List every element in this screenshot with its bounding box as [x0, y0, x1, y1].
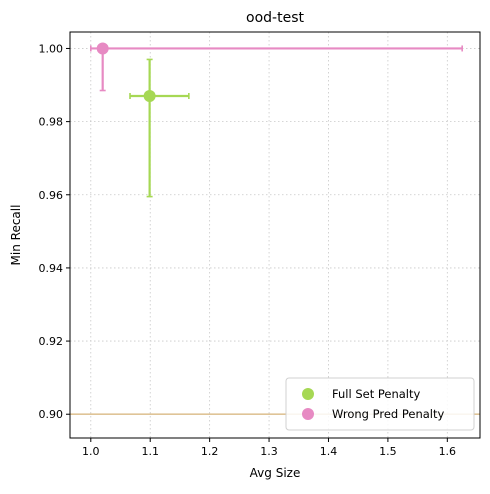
data-marks [89, 42, 463, 198]
x-tick-label: 1.3 [260, 445, 278, 458]
chart-title: ood-test [246, 10, 304, 26]
legend-marker [302, 408, 314, 420]
legend: Full Set Penalty Wrong Pred Penalty [285, 377, 475, 431]
plot-frame [69, 31, 481, 439]
x-tick-label: 1.6 [439, 445, 457, 458]
data-point [143, 90, 156, 103]
y-axis-label: Min Recall [9, 205, 23, 266]
x-tick-label: 1.0 [82, 445, 100, 458]
x-axis-label: Avg Size [250, 466, 301, 480]
x-tick-label: 1.4 [320, 445, 338, 458]
series-1 [89, 42, 463, 92]
series-0 [129, 58, 190, 198]
y-tick-label: 0.90 [39, 408, 64, 421]
x-tick-label: 1.2 [201, 445, 219, 458]
y-tick-label: 0.94 [39, 262, 64, 275]
y-tick-label: 1.00 [39, 42, 64, 55]
legend-marker [302, 388, 314, 400]
y-tick-label: 0.96 [39, 189, 64, 202]
y-axis-ticks: 0.90 0.92 0.94 0.96 0.98 1.00 [39, 42, 70, 421]
legend-label: Wrong Pred Penalty [332, 407, 444, 421]
x-tick-label: 1.5 [379, 445, 397, 458]
y-tick-label: 0.98 [39, 116, 64, 129]
legend-label: Full Set Penalty [332, 387, 420, 401]
x-axis-ticks: 1.0 1.1 1.2 1.3 1.4 1.5 1.6 [82, 438, 456, 458]
x-tick-label: 1.1 [141, 445, 159, 458]
data-point [96, 42, 109, 55]
y-tick-label: 0.92 [39, 335, 64, 348]
legend-box [285, 377, 475, 431]
